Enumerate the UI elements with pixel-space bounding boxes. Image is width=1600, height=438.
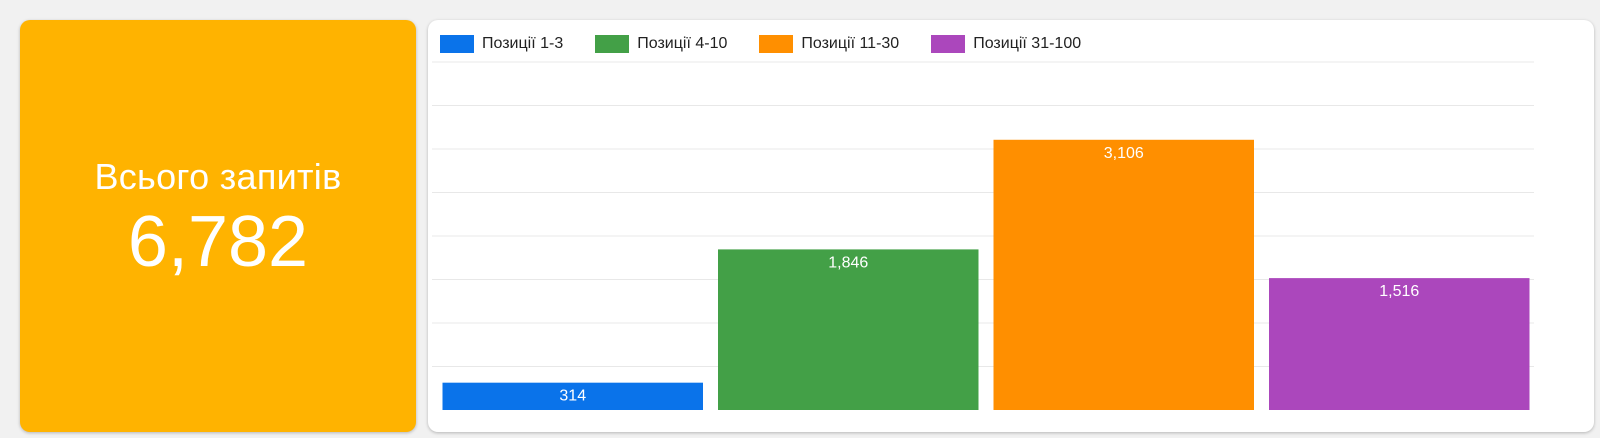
bar-data-label-1: 314 [559,388,586,405]
legend-item-positions-4-10[interactable]: Позиції 4-10 [595,35,727,53]
top-strip [0,0,1600,6]
bar-4[interactable] [1269,278,1530,410]
bar-1[interactable] [442,382,704,410]
legend-item-positions-1-3[interactable]: Позиції 1-3 [440,35,563,53]
total-queries-title: Всього запитів [94,156,342,197]
bar-2[interactable] [718,249,979,410]
legend-label: Позиції 31-100 [973,35,1082,52]
bar-chart: 314 1,846 3,106 1,516 [432,61,1534,410]
chart-legend: Позиції 1-3 Позиції 4-10 Позиції 11-30 П… [440,34,1113,54]
legend-item-positions-31-100[interactable]: Позиції 31-100 [931,35,1081,53]
legend-label: Позиції 1-3 [482,35,564,52]
total-queries-card: Всього запитів 6,782 [20,20,416,432]
total-queries-value: 6,782 [127,202,309,282]
legend-swatch [595,35,630,53]
bar-data-label-2: 1,846 [828,254,868,271]
legend-item-positions-11-30[interactable]: Позиції 11-30 [759,35,899,53]
legend-swatch [440,35,474,53]
bar-data-label-4: 1,516 [1379,283,1419,300]
legend-label: Позиції 4-10 [637,35,728,52]
bar-data-label-3: 3,106 [1104,145,1144,162]
positions-chart-card: Позиції 1-3 Позиції 4-10 Позиції 11-30 П… [428,20,1594,432]
legend-label: Позиції 11-30 [801,35,900,52]
legend-swatch [931,35,966,53]
bar-3[interactable] [993,139,1255,410]
legend-swatch [759,35,794,53]
